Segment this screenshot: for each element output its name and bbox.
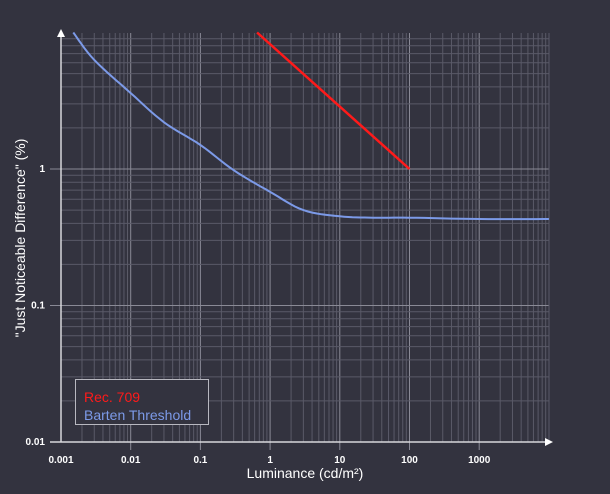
axes: [50, 29, 553, 446]
x-tick-label: 0.001: [48, 455, 73, 466]
chart-legend: Rec. 709 Barten Threshold: [75, 379, 209, 425]
x-tick-label: 0.1: [193, 455, 207, 466]
x-axis-arrow-icon: [545, 438, 553, 446]
x-tick-label: 0.01: [121, 455, 141, 466]
y-tick-label: 0.01: [26, 437, 46, 448]
x-axis-label: Luminance (cd/m²): [247, 465, 364, 481]
x-tick-label: 1000: [468, 455, 491, 466]
x-tick-label: 10: [334, 455, 346, 466]
data-series: [72, 31, 549, 221]
series-barten-line: [72, 31, 549, 221]
y-tick-label: 0.1: [31, 301, 45, 312]
x-tick-label: 100: [401, 455, 418, 466]
legend-entry-barten: Barten Threshold: [84, 407, 192, 423]
x-tick-label: 1: [267, 455, 273, 466]
y-tick-label: 1: [39, 164, 45, 175]
y-axis-arrow-icon: [57, 29, 65, 37]
legend-entry-rec709: Rec. 709: [84, 389, 141, 405]
y-axis-label: "Just Noticeable Difference" (%): [12, 139, 28, 338]
series-rec709-line: [256, 31, 411, 170]
